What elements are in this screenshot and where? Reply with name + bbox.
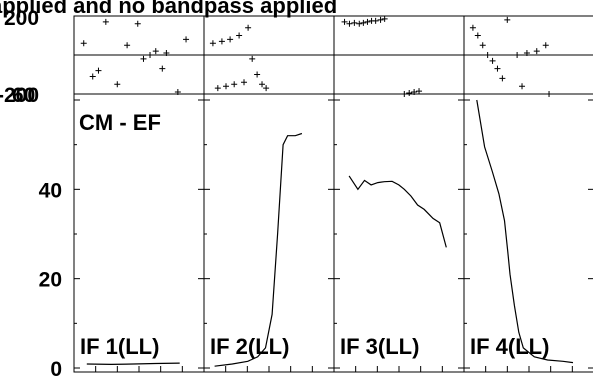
phase-point [411,89,418,96]
phase-point [356,20,363,27]
phase-point [494,65,501,72]
phase-point [377,16,384,23]
y-axis-labels: 200 -200 0 20 40 60 [0,7,62,376]
phase-point [163,50,170,57]
phase-point [223,83,230,90]
panel-3: IF 3(LL) [333,15,465,373]
amp-line [476,99,574,364]
phase-point [95,67,102,74]
phase-point [546,91,553,97]
phase-point [183,36,190,43]
amp-line [214,132,303,367]
phase-point [519,83,526,90]
phase-point [159,65,166,72]
panel-2: IF 2(LL) [203,15,335,373]
phase-point [372,17,379,24]
phase-point [124,42,131,49]
phase-point [416,88,423,95]
phase-point [360,19,367,26]
phase-point [236,32,243,39]
phase-point [231,81,238,88]
panel-label: IF 2(LL) [210,334,289,359]
phase-point [227,36,234,43]
panel-label: IF 3(LL) [340,334,419,359]
phase-point [218,38,225,45]
amp-line [348,175,447,248]
amp-tick-label: 0 [50,358,62,376]
phase-point [469,24,476,31]
phase-point [80,40,87,47]
phase-point [474,32,481,39]
phase-point [140,55,147,62]
phase-point [542,42,549,49]
phase-point [263,85,270,92]
amp-tick-label: 60 [12,84,35,107]
phase-point [351,19,358,26]
phase-point [174,89,181,96]
phase-point [259,81,266,88]
phase-point [479,42,486,49]
phase-point [381,15,388,22]
phase-point [209,40,216,47]
phase-tick-label-top: 200 [4,7,39,30]
phase-point [489,57,496,64]
phase-point [406,90,413,97]
phase-point [214,85,221,92]
phase-point [514,52,521,58]
phase-point [249,55,256,62]
panel-1: IF 1(LL) [73,15,205,373]
chart-title: applied and no bandpass applied [0,0,337,18]
phase-point [114,81,121,88]
phase-point [346,20,353,27]
panel-4: IF 4(LL) [463,15,593,373]
phase-point [102,18,109,25]
phase-point [523,50,530,57]
phase-tick-label-bottom: -200 [0,84,39,107]
panel-label: IF 1(LL) [80,334,159,359]
phase-point [533,48,540,55]
phase-point [341,18,348,25]
phase-point [504,16,511,23]
panel-label: IF 4(LL) [470,334,549,359]
phase-point [134,20,141,27]
phase-point [484,52,491,58]
amp-line [86,362,180,366]
phase-point [245,24,252,31]
panels-group: IF 1(LL) IF 2(LL) IF 3(LL) IF 4(LL) [73,15,593,373]
amp-tick-label: 20 [39,269,62,292]
amp-frame [463,93,593,373]
phase-point [401,91,408,97]
phase-point [147,52,154,58]
phase-point [241,79,248,86]
phase-point [89,73,96,80]
phase-point [499,75,506,82]
phase-point [364,18,371,25]
phase-point [152,48,159,55]
amp-frame [333,93,465,373]
chart-annotation: CM - EF [79,110,161,135]
amp-frame [73,93,205,373]
phase-point [254,71,261,78]
amp-tick-label: 40 [39,179,62,202]
